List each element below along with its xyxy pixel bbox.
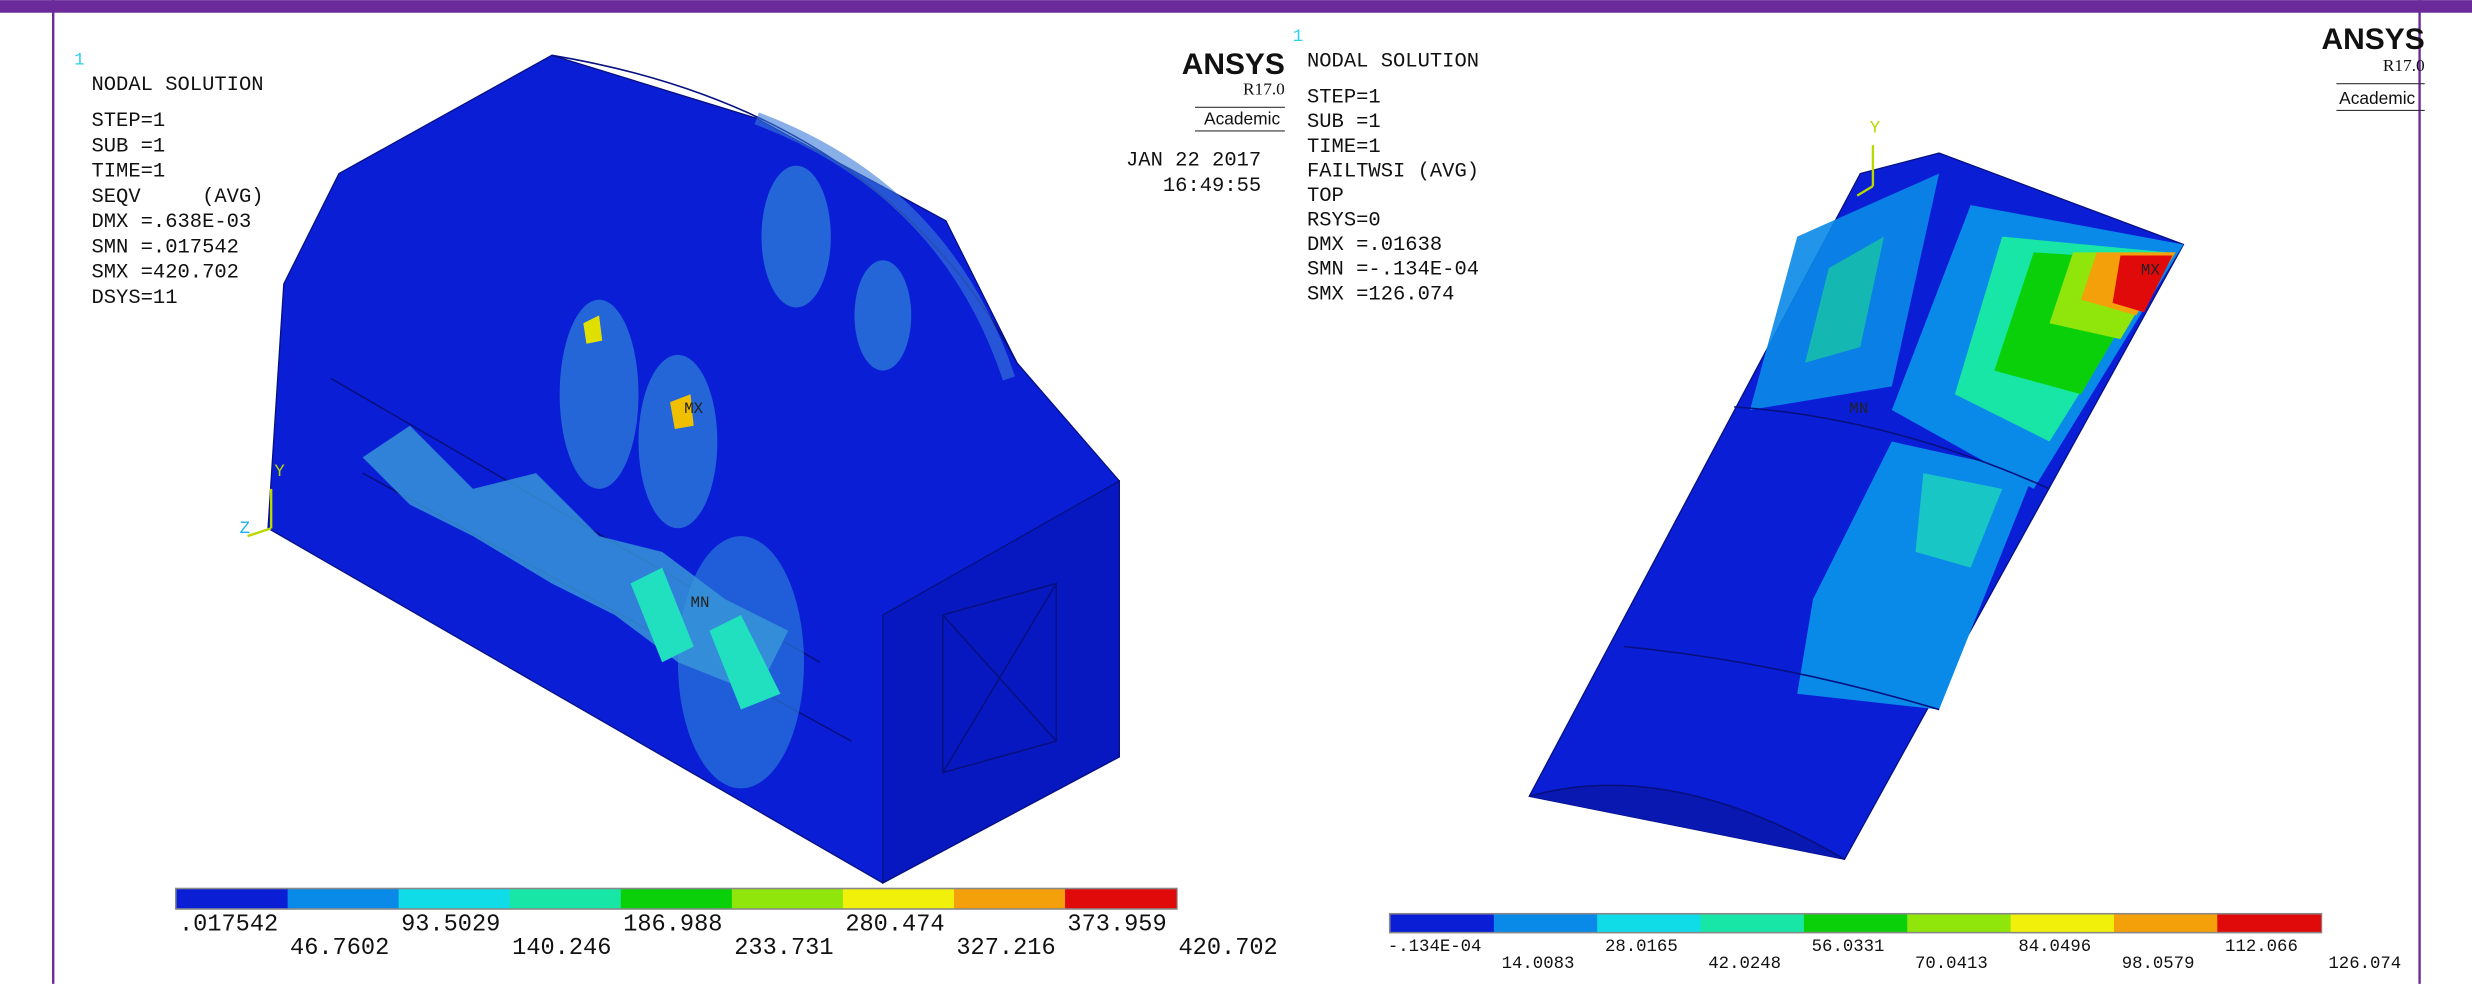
page: {"left_panel": {"marker": "1", "title": … [0,0,2472,984]
legend-swatch [843,889,955,908]
info-line: RSYS=0 [1307,210,1381,233]
legend-label: 420.702 [1178,935,1277,962]
legend-label: 98.0579 [2122,955,2195,974]
legend-swatch [1065,889,1177,908]
info-line: SMN =-.134E-04 [1307,259,1479,282]
legend-swatch [1907,915,2011,932]
legend-swatch [621,889,733,908]
info-line: SEQV (AVG) [91,186,263,209]
license: Academic [1204,109,1280,129]
date: JAN 22 2017 [1126,150,1261,173]
info-line: SMX =126.074 [1307,283,1455,306]
legend-label: 42.0248 [1708,955,1781,974]
max-label: MX [684,400,703,418]
legend-label: 373.959 [1067,911,1166,938]
legend-swatch [177,889,289,908]
axis-label: Y [274,463,285,482]
version: R17.0 [2383,56,2425,75]
info-line: DMX =.638E-03 [91,211,251,234]
info-line: SMX =420.702 [91,262,239,285]
legend-swatch [1804,915,1908,932]
legend-swatch [1391,915,1495,932]
min-label: MN [1849,400,1868,418]
info-line: FAILTWSI (AVG) [1307,160,1479,183]
legend-swatch [1494,915,1598,932]
legend-label: 70.0413 [1915,955,1988,974]
logo: ANSYS [2322,23,2425,56]
legend-swatch [399,889,511,908]
legend-label: 93.5029 [401,911,500,938]
result-title: NODAL SOLUTION [91,74,263,97]
legend-swatch [1701,915,1805,932]
right-border [2418,0,2420,984]
info-line: DMX =.01638 [1307,234,1442,257]
legend-label: 84.0496 [2018,938,2091,957]
info-line: TIME=1 [1307,136,1381,159]
legend-swatch [2011,915,2115,932]
window-marker: 1 [1293,28,1303,47]
left-border [52,0,54,984]
left-model [268,55,1119,883]
legend-label: 56.0331 [1812,938,1885,957]
screenshot: 1 NODAL SOLUTION STEP=1SUB =1TIME=1SEQV … [0,0,2472,984]
legend-label: 126.074 [2328,955,2401,974]
legend-swatch [954,889,1066,908]
legend-label: 140.246 [512,935,611,962]
max-label: MX [2141,261,2160,279]
legend-label: 233.731 [734,935,833,962]
legend-swatch [2114,915,2218,932]
legend-label: 112.066 [2225,938,2298,957]
info-line: SUB =1 [91,135,165,158]
legend-label: 186.988 [623,911,722,938]
time: 16:49:55 [1163,175,1261,198]
license: Academic [2339,88,2415,108]
info-line: STEP=1 [91,110,165,133]
info-line: TIME=1 [91,161,165,184]
window-marker: 1 [74,52,84,71]
legend-swatch [1597,915,1701,932]
info-line: DSYS=11 [91,287,177,310]
legend-swatch [732,889,844,908]
logo: ANSYS [1182,48,1285,81]
right-model [1529,153,2183,859]
legend-label: 327.216 [956,935,1055,962]
result-title: NODAL SOLUTION [1307,50,1479,73]
info-line: SMN =.017542 [91,236,239,259]
legend-swatch [510,889,622,908]
legend-label: 46.7602 [290,935,389,962]
axis-triad [248,489,272,536]
info-line: TOP [1307,185,1344,208]
legend-label: .017542 [179,911,278,938]
legend-label: 28.0165 [1605,938,1678,957]
info-line: SUB =1 [1307,111,1381,134]
legend-label: 280.474 [845,911,944,938]
top-bar [0,0,2472,13]
legend-label: 14.0083 [1502,955,1575,974]
legend-label: -.134E-04 [1388,938,1482,957]
info-line: STEP=1 [1307,87,1381,110]
legend-swatch [2217,915,2321,932]
legend-swatch [288,889,400,908]
version: R17.0 [1243,80,1285,99]
axis-label: Y [1870,120,1881,139]
min-label: MN [691,594,710,612]
